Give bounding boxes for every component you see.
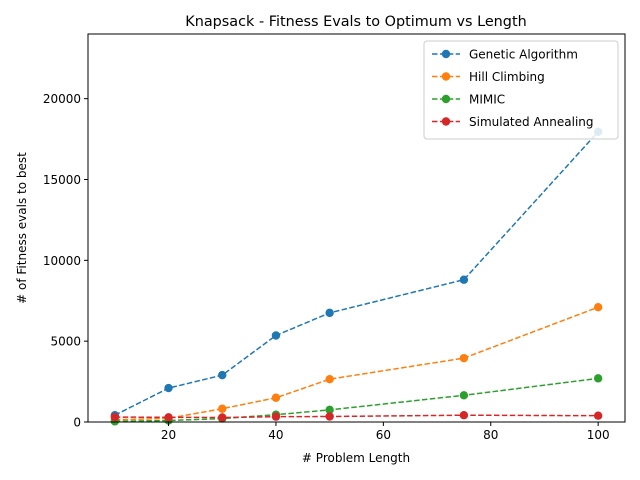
axes-frame: [87, 33, 626, 423]
series-hill-climbing: [110, 303, 603, 425]
legend-marker: [441, 94, 451, 104]
y-tick-label: 20000: [43, 92, 81, 106]
legend: Genetic Algorithm Hill Climbing MIMIC Simul…: [423, 40, 619, 140]
data-point: [459, 391, 469, 400]
legend-item: Simulated Annealing: [432, 115, 594, 129]
data-point: [325, 412, 334, 421]
chart-title: Knapsack - Fitness Evals to Optimum vs L…: [185, 14, 526, 30]
data-point: [110, 412, 120, 422]
x-axis-label: # Problem Length: [302, 451, 410, 465]
data-point: [593, 303, 603, 312]
data-point: [271, 331, 281, 340]
data-point: [593, 411, 603, 420]
data-point: [459, 411, 469, 420]
legend-marker: [441, 49, 451, 59]
series-line: [114, 306, 599, 421]
data-point: [325, 405, 334, 415]
data-point: [164, 383, 173, 393]
x-tick-label: 40: [268, 428, 283, 442]
data-point: [218, 413, 227, 422]
series-simulated-annealing: [110, 411, 603, 422]
legend-label: MIMIC: [469, 93, 505, 107]
legend-item: Genetic Algorithm: [432, 48, 578, 62]
data-point: [271, 412, 281, 421]
y-axis: 0 5000 10000 15000 20000: [43, 92, 88, 430]
data-point: [593, 374, 603, 383]
y-tick-label: 10000: [43, 254, 81, 268]
x-tick-label: 20: [161, 428, 176, 442]
series-line: [114, 131, 599, 416]
x-tick-label: 60: [376, 428, 391, 442]
x-axis: 20 40 60 80 100: [161, 422, 610, 442]
y-axis-label: # of Fitness evals to best: [15, 152, 29, 304]
legend-label: Hill Climbing: [469, 70, 545, 84]
legend-label: Simulated Annealing: [469, 115, 594, 129]
data-point: [459, 275, 469, 284]
y-tick-label: 5000: [50, 335, 81, 349]
data-point: [218, 370, 227, 380]
legend-item: MIMIC: [432, 93, 505, 107]
data-point: [164, 413, 173, 422]
y-tick-label: 15000: [43, 173, 81, 187]
data-point: [459, 353, 469, 363]
data-point: [325, 374, 334, 384]
data-point: [218, 404, 227, 413]
data-point: [325, 308, 334, 318]
legend-box: [423, 40, 619, 140]
x-tick-label: 100: [587, 428, 610, 442]
legend-item: Hill Climbing: [432, 70, 545, 84]
data-point: [271, 393, 281, 402]
series-mimic: [110, 374, 603, 426]
x-tick-label: 80: [483, 428, 498, 442]
plot-area: [110, 127, 603, 426]
y-tick-label: 0: [73, 416, 81, 430]
legend-marker: [441, 72, 451, 81]
legend-label: Genetic Algorithm: [469, 48, 578, 62]
legend-marker: [441, 117, 451, 126]
